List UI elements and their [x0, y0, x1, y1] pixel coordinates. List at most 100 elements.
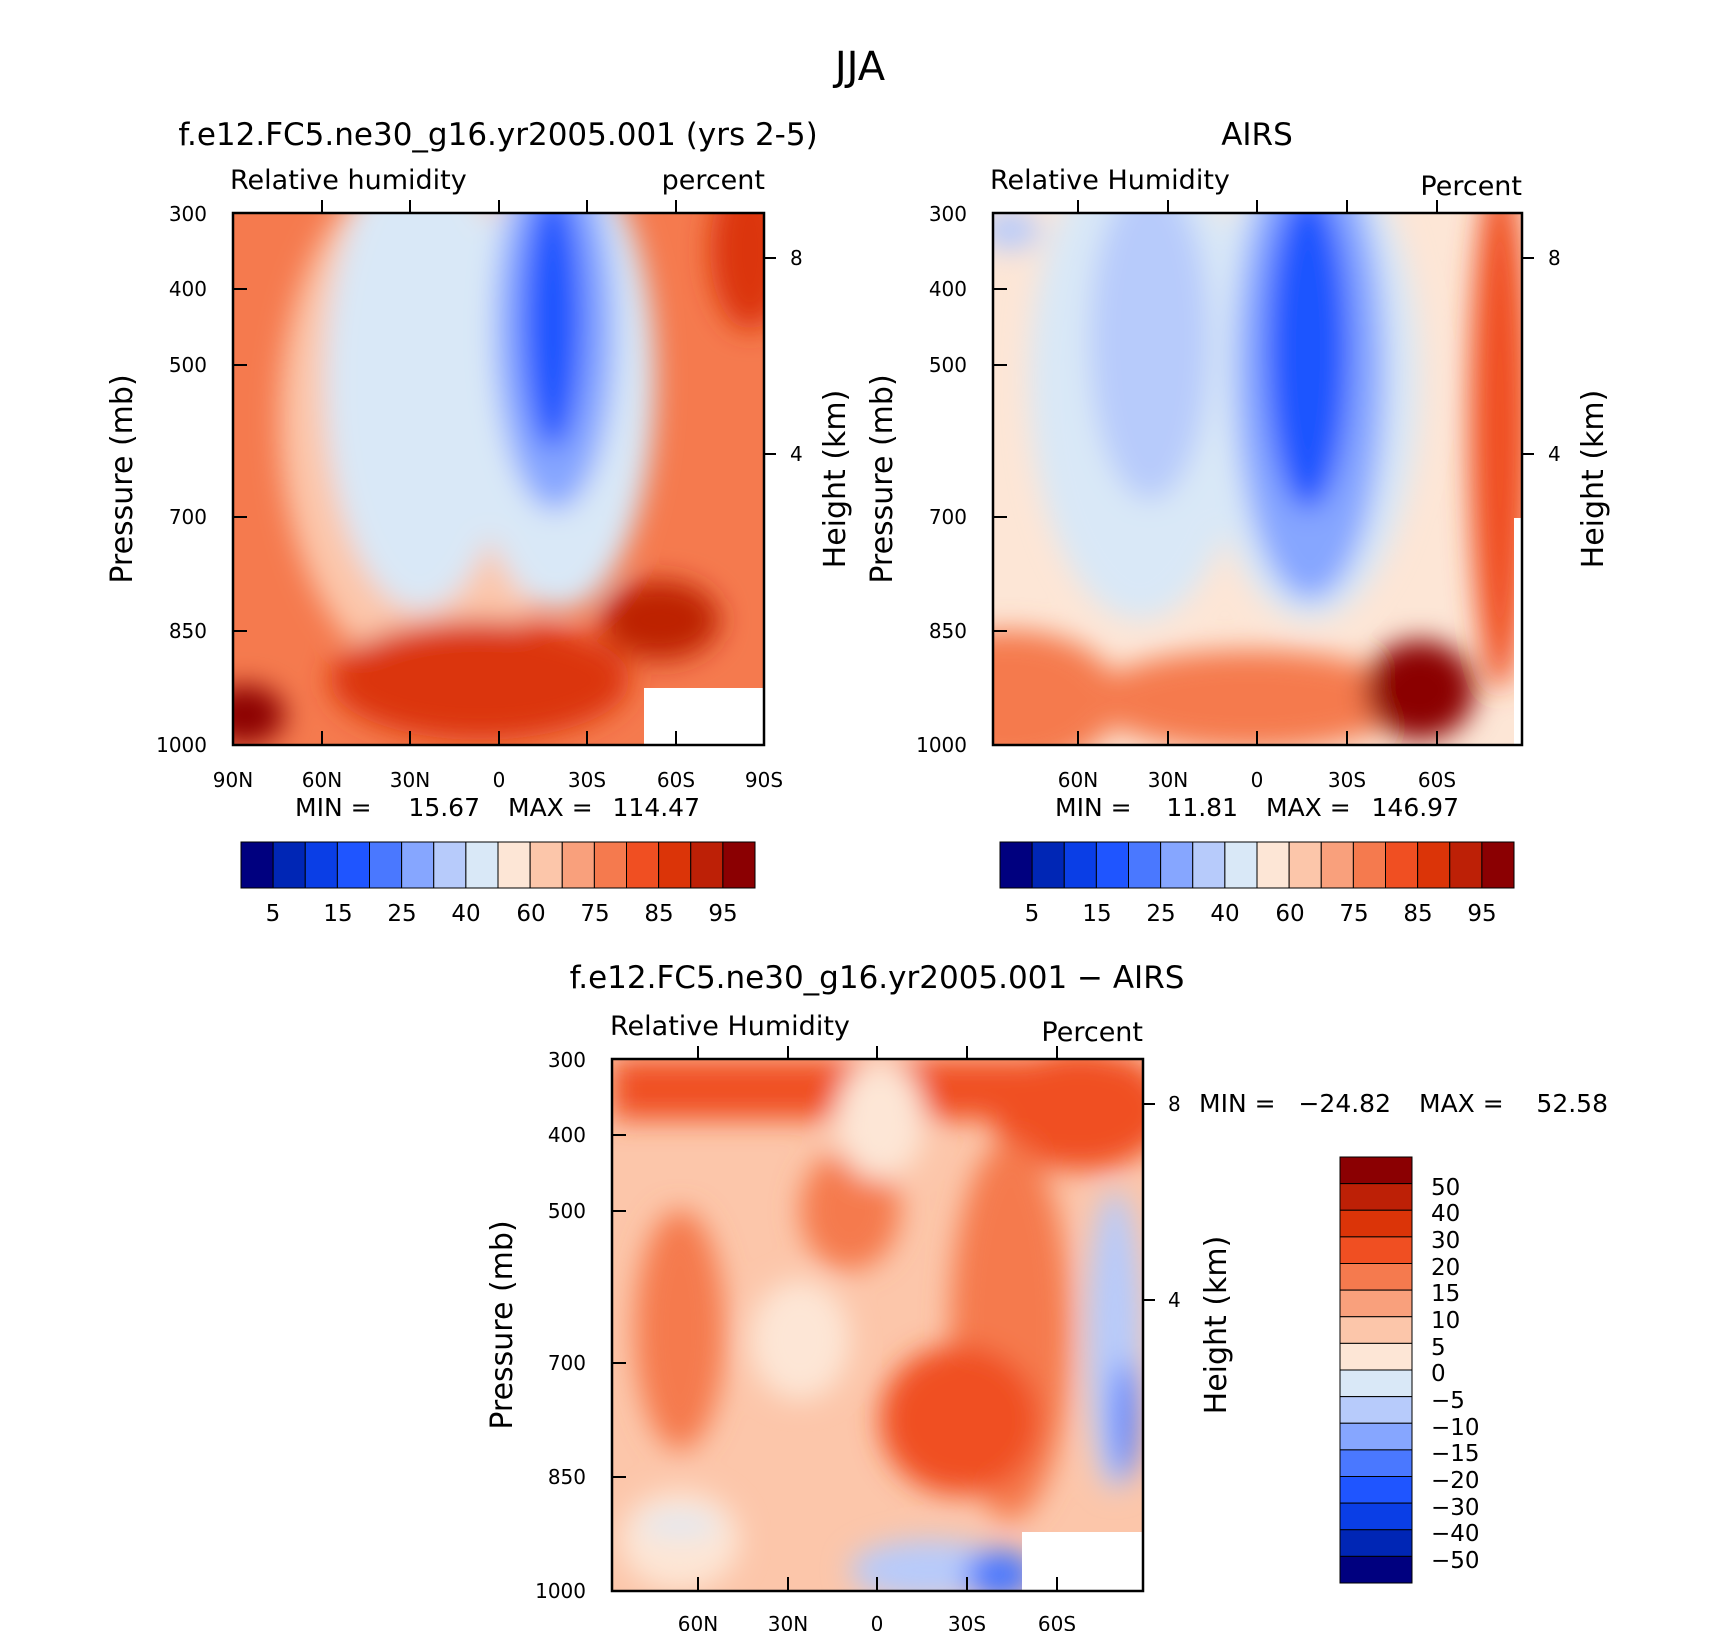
x-tick-label: 30N [390, 768, 430, 792]
colorbar-label: 85 [644, 901, 673, 927]
colorbar-swatch [1339, 1156, 1413, 1185]
colorbar-swatch [1339, 1209, 1413, 1238]
y-tick-label: 400 [548, 1123, 586, 1147]
y2-axis-label: Height (km) [818, 390, 853, 569]
colorbar-swatch [1352, 841, 1387, 889]
panel-difference: f.e12.FC5.ne30_g16.yr2005.001 − AIRS Rel… [485, 960, 1608, 1631]
y-axis-ticks: 300 400 500 700 850 1000 [535, 1048, 626, 1603]
colorbar-swatch [304, 841, 338, 889]
colorbar-swatch [1339, 1289, 1413, 1318]
min-value: 15.67 [408, 793, 480, 822]
x-tick-label: 30S [1328, 768, 1366, 792]
colorbar-swatch [1224, 841, 1258, 889]
y-tick-label: 500 [929, 353, 967, 377]
colorbar-label: 25 [1146, 901, 1175, 927]
y-tick-label: 400 [169, 277, 207, 301]
colorbar-swatch [1160, 841, 1194, 889]
x-axis-ticks: 60N 30N 0 30S 60S [1058, 200, 1456, 792]
y-tick-label: 1000 [156, 733, 207, 757]
x-tick-label: 0 [871, 1612, 884, 1631]
panel-title: f.e12.FC5.ne30_g16.yr2005.001 − AIRS [570, 960, 1185, 996]
colorbar-swatch [1339, 1316, 1413, 1344]
field-label: Relative Humidity [990, 165, 1230, 196]
colorbar-label: 75 [1339, 901, 1368, 927]
y2-axis-ticks: 8 4 [764, 246, 803, 466]
colorbar-label: 85 [1403, 901, 1432, 927]
colorbar-label: 50 [1431, 1175, 1460, 1201]
min-max-stats: MIN = −24.82 MAX = 52.58 [1199, 1089, 1608, 1118]
colorbar-swatch [1449, 841, 1483, 889]
colorbar-swatch [1063, 841, 1097, 889]
colorbar-swatch [722, 841, 756, 889]
min-value: −24.82 [1298, 1089, 1391, 1118]
colorbar-swatch [1320, 841, 1354, 889]
colorbar-swatch [401, 841, 435, 889]
y2-tick-label: 4 [790, 442, 803, 466]
y-tick-label: 700 [548, 1351, 586, 1375]
colorbar-label: 30 [1431, 1228, 1460, 1254]
colorbar-swatch [999, 841, 1033, 889]
colorbar-swatch [1339, 1342, 1413, 1371]
x-tick-label: 30N [1148, 768, 1188, 792]
colorbar-swatch [1385, 841, 1419, 889]
y-tick-label: 1000 [916, 733, 967, 757]
y-tick-label: 850 [548, 1465, 586, 1489]
colorbar-label: 40 [1210, 901, 1239, 927]
colorbar-labels: 50 40 30 20 15 10 5 0 −5 −10 −15 −20 −30… [1431, 1175, 1480, 1574]
colorbar-swatch [465, 841, 499, 889]
y-axis-label: Pressure (mb) [485, 1220, 520, 1429]
colorbar-swatch [1339, 1422, 1413, 1451]
colorbar-swatch [626, 841, 660, 889]
x-tick-label: 0 [493, 768, 506, 792]
colorbar-label: 60 [1275, 901, 1304, 927]
colorbar-label: 15 [323, 901, 352, 927]
y-axis-ticks: 300 400 500 700 850 1000 [156, 202, 247, 757]
y-tick-label: 700 [169, 505, 207, 529]
y-axis-label: Pressure (mb) [865, 374, 900, 583]
y2-axis-ticks: 8 4 [1522, 246, 1561, 466]
colorbar-label: 5 [266, 901, 281, 927]
colorbar-swatch [240, 841, 274, 889]
y-tick-label: 850 [169, 619, 207, 643]
x-axis-ticks: 60N 30N 0 30S 60S [678, 1046, 1076, 1631]
colorbar-swatch [1288, 841, 1322, 889]
colorbar-label: 40 [1431, 1201, 1460, 1227]
min-max-stats: MIN = 11.81 MAX = 146.97 [1055, 793, 1459, 822]
x-tick-label: 60N [302, 768, 342, 792]
y2-tick-label: 4 [1168, 1288, 1181, 1312]
y-tick-label: 700 [929, 505, 967, 529]
colorbar-label: 5 [1431, 1335, 1446, 1361]
colorbar-labels: 5 15 25 40 60 75 85 95 [266, 901, 738, 927]
x-tick-label: 60S [657, 768, 695, 792]
min-value: 11.81 [1166, 793, 1238, 822]
colorbar-swatch [1339, 1183, 1413, 1211]
colorbar-swatch [593, 841, 628, 889]
y2-axis-ticks: 8 4 [1143, 1092, 1181, 1312]
y2-tick-label: 8 [1548, 246, 1561, 270]
field-label: Relative Humidity [610, 1011, 850, 1042]
units-label: Percent [1041, 1017, 1143, 1048]
colorbar-label: 15 [1082, 901, 1111, 927]
contour-field [993, 213, 1522, 745]
colorbar-swatch [1031, 841, 1065, 889]
colorbar-label: −40 [1431, 1521, 1480, 1547]
colorbar-swatch [1095, 841, 1130, 889]
figure-title: JJA [832, 44, 886, 90]
field-label: Relative humidity [230, 165, 467, 196]
panel-title: f.e12.FC5.ne30_g16.yr2005.001 (yrs 2-5) [178, 117, 817, 153]
x-axis-ticks: 90N 60N 30N 0 30S 60S 90S [213, 200, 783, 792]
colorbar-swatch [1339, 1529, 1413, 1557]
y-axis-ticks: 300 400 500 700 850 1000 [916, 202, 1007, 757]
y2-axis-label: Height (km) [1576, 390, 1611, 569]
colorbar-label: 60 [516, 901, 545, 927]
colorbar-swatch [497, 841, 531, 889]
colorbar-swatch [1339, 1502, 1413, 1531]
y2-tick-label: 8 [1168, 1092, 1181, 1116]
colorbar-label: −20 [1431, 1468, 1480, 1494]
colorbar-swatch [561, 841, 595, 889]
y-tick-label: 300 [169, 202, 207, 226]
colorbar-swatch [1339, 1476, 1413, 1504]
x-tick-label: 30S [568, 768, 606, 792]
max-value: 146.97 [1372, 793, 1459, 822]
